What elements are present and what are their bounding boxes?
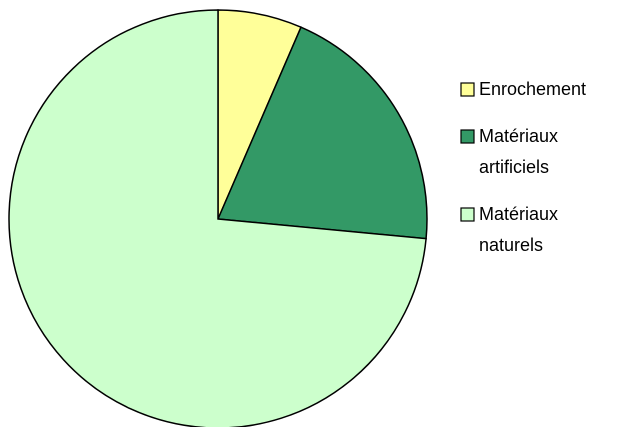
legend-label: Matériaux artificiels bbox=[479, 126, 558, 177]
legend-swatch bbox=[460, 207, 475, 222]
pie-slice bbox=[8, 9, 427, 427]
legend-label: Enrochement bbox=[479, 79, 586, 99]
pie-slice bbox=[216, 26, 428, 240]
legend-label: Matériaux naturels bbox=[479, 204, 558, 255]
legend-swatch bbox=[460, 82, 475, 97]
legend-swatch bbox=[460, 129, 475, 144]
